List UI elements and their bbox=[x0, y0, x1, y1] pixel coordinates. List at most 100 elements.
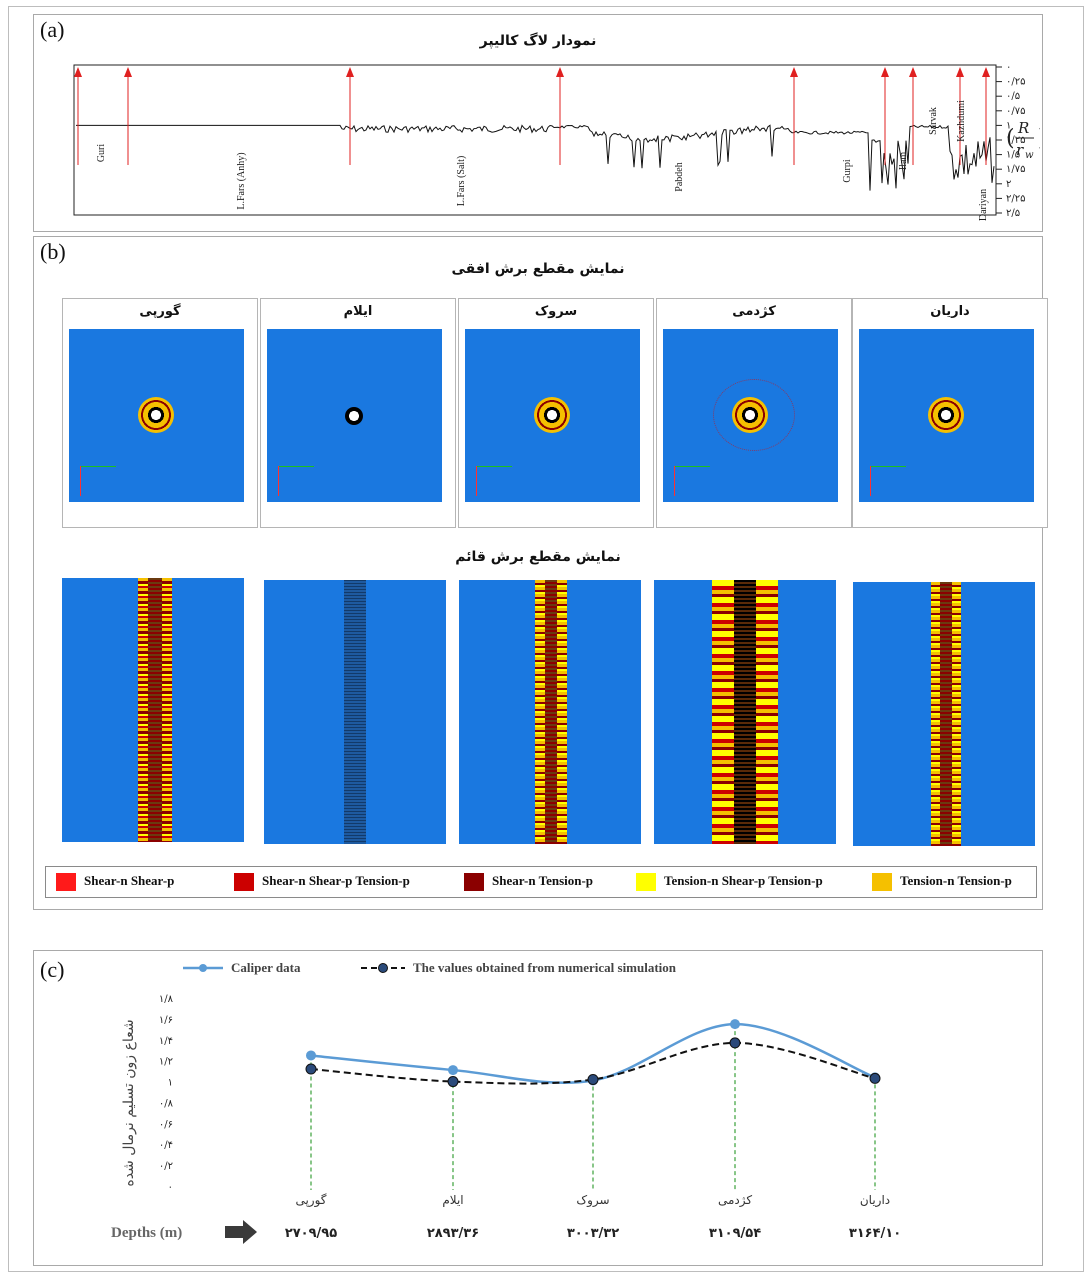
legend-item: Tension-n Shear-p Tension-p bbox=[636, 873, 823, 892]
caliper-point bbox=[448, 1065, 458, 1076]
y-tick-label: ۱/۶ bbox=[159, 1015, 173, 1026]
y-tick-label: ۰/۸ bbox=[159, 1098, 174, 1109]
formation-label: L.Fars (Salt) bbox=[456, 156, 467, 207]
arrow-right-icon bbox=[225, 1220, 257, 1244]
y-tick-label: ۲/۵ bbox=[1006, 208, 1020, 219]
formation-arrow-head bbox=[790, 67, 798, 77]
category-label: داریان bbox=[860, 1193, 890, 1208]
card-title: داریان bbox=[930, 304, 970, 319]
axis-triad-x bbox=[674, 466, 710, 467]
vertical-section-sarvak bbox=[459, 580, 641, 844]
depths-label: Depths (m) bbox=[111, 1225, 182, 1241]
simulation-point bbox=[447, 1076, 459, 1088]
axis-triad-y bbox=[278, 466, 279, 496]
wellbore-yield-zone bbox=[534, 397, 570, 433]
y-tick-label: ۱/۸ bbox=[159, 994, 174, 1005]
category-label: ایلام bbox=[442, 1193, 463, 1207]
axis-paren-left: ( bbox=[1006, 126, 1015, 151]
caliper-trace bbox=[76, 124, 995, 191]
borehole-core bbox=[545, 580, 557, 844]
axis-triad-y bbox=[476, 466, 477, 496]
borehole-core bbox=[148, 578, 162, 842]
legend-swatch bbox=[872, 873, 892, 892]
formation-label: Dariyan bbox=[978, 189, 989, 221]
formation-arrow-head bbox=[982, 67, 990, 77]
formation-arrow-head bbox=[74, 67, 82, 77]
figure-frame bbox=[8, 6, 1084, 1272]
axis-symbol-w: w bbox=[1025, 150, 1034, 161]
card-title: ایلام bbox=[343, 304, 373, 319]
depth-value: ۳۰۰۳/۳۲ bbox=[567, 1226, 619, 1241]
axis-triad-y bbox=[80, 466, 81, 496]
y-tick-label: ۰ bbox=[168, 1182, 173, 1193]
formation-label: Guri bbox=[96, 144, 107, 163]
legend-label: Shear-n Shear-p bbox=[84, 873, 175, 888]
axis-triad-x bbox=[80, 466, 116, 467]
panel-c-label: (c) bbox=[40, 957, 65, 982]
card-title: کژدمی bbox=[732, 304, 776, 319]
yield-zone-chart: Caliper data The values obtained from nu… bbox=[111, 960, 901, 1244]
formation-label: Pabdeh bbox=[674, 162, 685, 191]
legend-item: Shear-n Shear-p bbox=[56, 873, 175, 892]
formation-label: Kazhdumi bbox=[956, 100, 967, 142]
chart-legend: Caliper data The values obtained from nu… bbox=[183, 960, 677, 975]
formation-arrow-head bbox=[956, 67, 964, 77]
vertical-section-dariyan bbox=[853, 582, 1035, 846]
axis-symbol-r: R bbox=[1017, 119, 1029, 137]
caliper-point bbox=[730, 1019, 740, 1030]
formation-label: L.Fars (Anhy) bbox=[236, 152, 247, 209]
borehole-core bbox=[344, 580, 366, 844]
y-tick-label: ۱/۷۵ bbox=[1006, 164, 1025, 175]
category-label: کژدمی bbox=[718, 1193, 752, 1208]
vertical-section-kazhdumi bbox=[654, 580, 836, 844]
y-tick-label: ۰ bbox=[1006, 62, 1011, 73]
y-tick-label: ۱/۵ bbox=[1006, 150, 1020, 161]
legend-sim-marker bbox=[378, 963, 388, 973]
axis-symbol: R r w ( ) bbox=[1006, 119, 1040, 161]
chart-category-labels: گورپی ایلام سروک کژدمی داریان bbox=[295, 1193, 890, 1208]
simulation-point bbox=[587, 1073, 599, 1085]
y-tick-label: ۰/۶ bbox=[159, 1119, 173, 1130]
horizontal-section-image bbox=[663, 329, 838, 502]
y-tick-label: ۰/۴ bbox=[159, 1140, 173, 1151]
yield-legend: Shear-n Shear-p Shear-n Shear-p Tension-… bbox=[45, 866, 1037, 898]
panel-a: (a) نمودار لاگ کالیپر ۰ ۰/۲۵ ۰/۵ ۰/۷۵ ۱ ۱/۲۵ ۱… bbox=[33, 14, 1043, 232]
wellbore-yield-zone bbox=[138, 397, 174, 433]
simulation-point bbox=[729, 1037, 741, 1049]
horizontal-card-sarvak: سروک bbox=[458, 298, 654, 528]
horizontal-section-image bbox=[465, 329, 640, 502]
caliper-log-plot: ۰ ۰/۲۵ ۰/۵ ۰/۷۵ ۱ ۱/۲۵ ۱/۵ ۱/۷۵ ۲ ۲/۲۵ ۲/۵ Guri L.F… bbox=[73, 62, 1040, 221]
formation-arrow-head bbox=[556, 67, 564, 77]
caliper-plot-frame bbox=[73, 64, 997, 216]
category-label: گورپی bbox=[295, 1193, 326, 1208]
axis-paren-right: ) bbox=[1038, 126, 1040, 151]
axis-triad-x bbox=[870, 466, 906, 467]
formation-labels: Guri L.Fars (Anhy) L.Fars (Salt) Pabdeh Gurp… bbox=[96, 100, 989, 221]
caliper-point bbox=[306, 1050, 316, 1061]
horizontal-card-ilam: ایلام bbox=[260, 298, 456, 528]
legend-item: Shear-n Shear-p Tension-p bbox=[234, 873, 410, 892]
category-label: سروک bbox=[576, 1193, 609, 1208]
vertical-section-gurpi bbox=[62, 578, 244, 842]
formation-label: Sarvak bbox=[928, 107, 939, 135]
legend-swatch bbox=[464, 873, 484, 892]
wellbore-yield-zone bbox=[345, 407, 363, 425]
axis-triad-x bbox=[278, 466, 314, 467]
wellbore-yield-zone bbox=[928, 397, 964, 433]
horizontal-section-image bbox=[69, 329, 244, 502]
depth-value: ۳۱۶۴/۱۰ bbox=[849, 1226, 901, 1241]
card-title: گورپی bbox=[139, 304, 181, 319]
legend-label: Tension-n Shear-p Tension-p bbox=[664, 873, 823, 888]
y-tick-label: ۰/۷۵ bbox=[1006, 106, 1025, 117]
y-tick-label: ۱/۲ bbox=[159, 1057, 173, 1068]
y-tick-label: ۰/۲۵ bbox=[1006, 77, 1025, 88]
formation-arrow-head bbox=[124, 67, 132, 77]
horizontal-section-title: نمایش مقطع برش افقی bbox=[451, 261, 625, 277]
simulation-point bbox=[305, 1063, 317, 1075]
legend-label: Shear-n Tension-p bbox=[492, 873, 594, 888]
y-tick-label: ۲ bbox=[1006, 179, 1011, 190]
horizontal-section-image bbox=[859, 329, 1034, 502]
series-simulation-line bbox=[310, 1041, 876, 1085]
chart-points bbox=[305, 1019, 881, 1088]
card-title: سروک bbox=[534, 304, 578, 319]
